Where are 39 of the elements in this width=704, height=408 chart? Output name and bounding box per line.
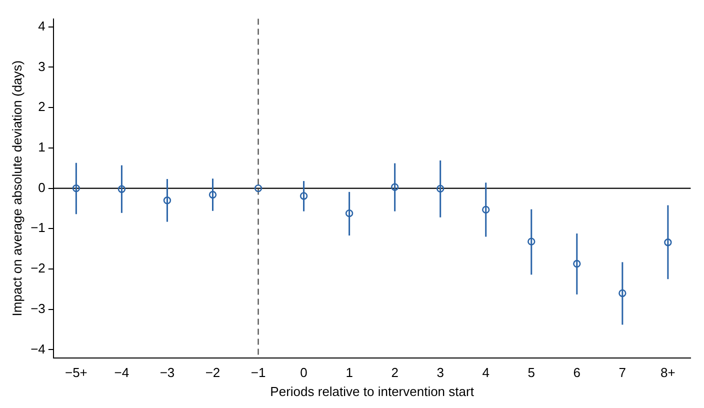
- y-tick-label: 3: [38, 58, 46, 74]
- x-tick-label: 5: [528, 365, 535, 380]
- point: [72, 184, 80, 192]
- x-tick-label: 0: [300, 365, 308, 380]
- x-tick-label: −4: [114, 365, 130, 380]
- x-tick-label: 3: [436, 365, 444, 380]
- x-tick-label: 6: [573, 365, 581, 380]
- x-tick-label: −3: [160, 365, 175, 380]
- x-axis-title: Periods relative to intervention start: [270, 384, 474, 399]
- x-tick-label: −1: [250, 365, 266, 380]
- y-tick-label: 4: [38, 18, 46, 34]
- point: [118, 185, 126, 193]
- point: [345, 209, 354, 218]
- y-tick-label: −4: [30, 341, 46, 356]
- x-tick-label: 8+: [660, 365, 676, 380]
- point: [482, 206, 490, 214]
- x-tick-label: 7: [618, 365, 626, 380]
- x-tick-label: 4: [482, 365, 490, 380]
- point: [618, 289, 626, 298]
- y-axis-title: Impact on average absolute deviation (days): [9, 60, 24, 316]
- y-tick-label: 2: [38, 99, 46, 114]
- point: [390, 183, 399, 191]
- point: [163, 196, 172, 204]
- point: [254, 184, 262, 192]
- x-tick-label: 2: [391, 365, 398, 380]
- x-tick-label: −5+: [64, 365, 88, 380]
- point: [573, 260, 581, 268]
- point: [208, 190, 217, 199]
- x-tick-label: 1: [346, 365, 353, 380]
- y-tick-label: 0: [38, 180, 46, 195]
- point: [436, 184, 444, 193]
- x-tick-label: −2: [205, 365, 220, 380]
- point: [528, 238, 536, 246]
- y-tick-label: −1: [30, 220, 46, 236]
- y-tick-label: −2: [30, 260, 46, 276]
- y-tick-label: 1: [38, 140, 46, 155]
- y-tick-label: −3: [30, 300, 46, 316]
- point: [664, 238, 672, 246]
- point: [300, 192, 308, 200]
